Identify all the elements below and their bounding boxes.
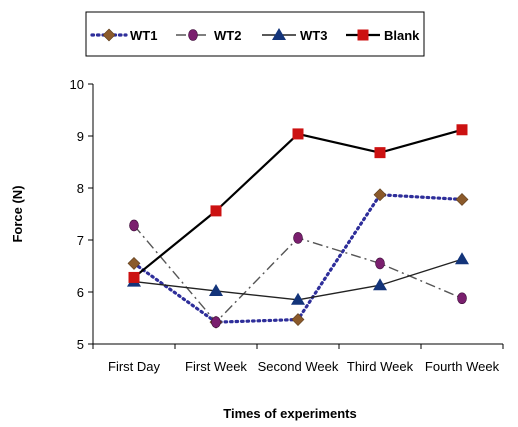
series-layer (127, 124, 469, 328)
x-tick-label: Fourth Week (425, 359, 500, 374)
y-tick-label: 9 (77, 129, 84, 144)
data-point (130, 220, 139, 231)
legend-marker (358, 30, 369, 41)
data-point (211, 205, 222, 216)
y-tick-label: 10 (70, 77, 84, 92)
data-point (376, 258, 385, 269)
x-axis-title: Times of experiments (223, 406, 356, 421)
legend-label: Blank (384, 28, 420, 43)
x-tick-label: First Week (185, 359, 247, 374)
data-point (456, 193, 468, 205)
series-blank (129, 124, 468, 283)
y-axis-title: Force (N) (10, 185, 25, 242)
legend-marker (189, 30, 198, 41)
y-tick-label: 8 (77, 181, 84, 196)
y-tick-label: 6 (77, 285, 84, 300)
series-wt1 (128, 189, 468, 328)
data-point (457, 124, 468, 135)
data-point (455, 252, 469, 264)
data-point (458, 293, 467, 304)
y-tick-label: 5 (77, 337, 84, 352)
legend-label: WT2 (214, 28, 241, 43)
data-point (293, 128, 304, 139)
y-tick-label: 7 (77, 233, 84, 248)
data-point (294, 232, 303, 243)
x-tick-label: Third Week (347, 359, 414, 374)
legend-label: WT1 (130, 28, 157, 43)
legend-label: WT3 (300, 28, 327, 43)
series-line (134, 130, 462, 278)
legend: WT1 WT2 WT3 Blank (86, 12, 424, 56)
data-point (212, 317, 221, 328)
data-point (375, 147, 386, 158)
data-point (129, 272, 140, 283)
x-tick-label: Second Week (258, 359, 339, 374)
x-tick-label: First Day (108, 359, 161, 374)
